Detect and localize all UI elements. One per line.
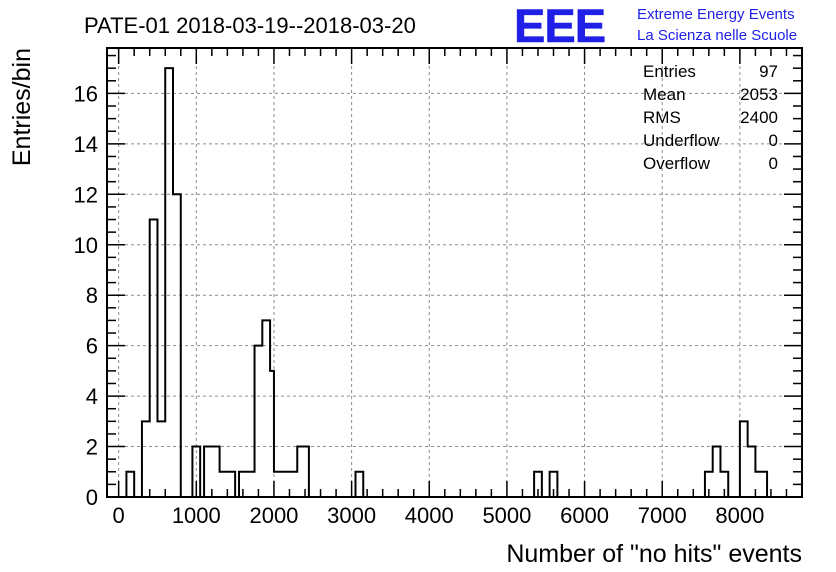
y-tick-label: 2 [86, 435, 98, 460]
stats-value: 0 [769, 154, 778, 173]
stats-label: Overflow [643, 154, 711, 173]
y-tick-label: 14 [74, 132, 98, 157]
stats-value: 97 [759, 62, 778, 81]
histogram-bin [713, 447, 721, 497]
logo-line-2: La Scienza nelle Scuole [637, 27, 797, 44]
y-tick-label: 0 [86, 485, 98, 510]
y-tick-label: 16 [74, 81, 98, 106]
histogram-outline [125, 67, 769, 497]
y-tick-labels: 0 2 4 6 8 10 12 14 16 [74, 81, 98, 510]
stats-label: Entries [643, 62, 696, 81]
x-tick-label: 2000 [249, 503, 298, 528]
histogram-bin [740, 421, 748, 497]
stats-label: Mean [643, 85, 686, 104]
logo-line-1: Extreme Energy Events [637, 6, 795, 23]
histogram-bin [157, 421, 165, 497]
histogram-bars [125, 67, 769, 497]
stats-value: 2053 [740, 85, 778, 104]
x-tick-label: 6000 [560, 503, 609, 528]
x-tick-label: 5000 [482, 503, 531, 528]
x-tick-label: 3000 [327, 503, 376, 528]
histogram-bin [297, 447, 309, 497]
stats-label: Underflow [643, 131, 720, 150]
x-tick-label: 0 [113, 503, 125, 528]
histogram-bin [150, 220, 158, 497]
y-tick-label: 10 [74, 233, 98, 258]
y-tick-label: 4 [86, 384, 98, 409]
stats-value: 2400 [740, 108, 778, 127]
plot-frame [106, 47, 803, 498]
y-tick-label: 12 [74, 182, 98, 207]
chart-title: PATE-01 2018-03-19--2018-03-20 [84, 13, 416, 38]
stats-box: Entries 97 Mean 2053 RMS 2400 Underflow 0 Overfl… [643, 62, 778, 173]
x-tick-labels: 0 1000 2000 3000 4000 5000 6000 7000 8000 [113, 503, 765, 528]
histogram-bin [355, 472, 363, 497]
histogram-bin [262, 320, 270, 497]
axis-ticks [107, 48, 803, 498]
histogram-bin [755, 472, 767, 497]
histogram-bin [748, 447, 756, 497]
histogram-bin [142, 421, 150, 497]
eee-logo: EEE Extreme Energy Events La Scienza nel… [514, 0, 797, 52]
histogram-bin [239, 472, 255, 497]
stats-value: 0 [769, 131, 778, 150]
grid-lines [107, 48, 802, 497]
x-tick-label: 1000 [172, 503, 221, 528]
x-tick-label: 4000 [405, 503, 454, 528]
y-tick-label: 8 [86, 283, 98, 308]
stats-label: RMS [643, 108, 681, 127]
x-axis-label: Number of "no hits" events [506, 540, 802, 568]
logo-mark: EEE [514, 0, 605, 52]
y-axis-label: Entries/bin [8, 48, 36, 166]
y-tick-label: 6 [86, 334, 98, 359]
histogram-bin [255, 346, 263, 497]
histogram-bin [274, 472, 297, 497]
histogram-bin [165, 68, 173, 497]
histogram-bin [126, 472, 134, 497]
x-tick-label: 7000 [638, 503, 687, 528]
x-tick-label: 8000 [715, 503, 764, 528]
